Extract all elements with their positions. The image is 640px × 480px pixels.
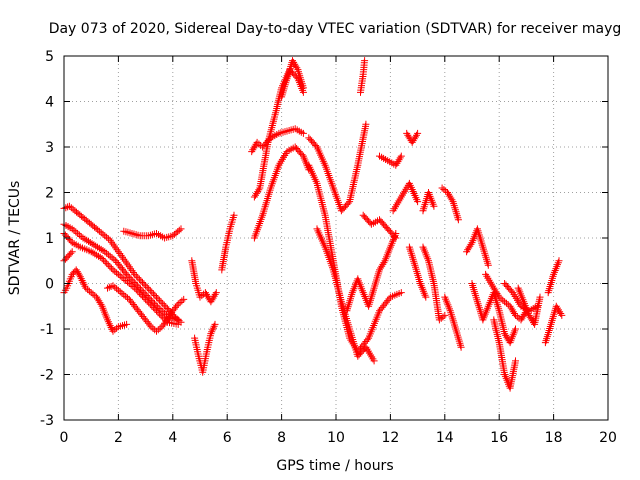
x-tick-label: 8 (277, 430, 286, 446)
x-tick-label: 2 (114, 430, 123, 446)
series-track-25 (419, 243, 449, 324)
series-track-34 (541, 302, 566, 347)
series-track-22 (403, 129, 422, 146)
y-tick-label: -2 (40, 368, 54, 384)
x-tick-label: 10 (327, 430, 345, 446)
series-track-31 (490, 316, 519, 392)
y-axis-label: SDTVAR / TECUs (7, 181, 23, 296)
y-tick-label: 0 (45, 277, 54, 293)
y-tick-label: -3 (40, 413, 54, 429)
series-track-5 (104, 282, 188, 335)
series-track-19 (359, 211, 400, 242)
series-track-4 (60, 266, 131, 335)
series-track-29 (468, 280, 519, 347)
series-track-35 (544, 257, 563, 297)
series-track-30 (482, 270, 530, 324)
y-tick-label: 1 (45, 231, 54, 247)
series-track-18 (343, 230, 400, 315)
series-track-27 (441, 293, 465, 351)
series-track-21 (389, 179, 422, 215)
series-track-24 (419, 189, 438, 215)
series-track-33 (514, 284, 544, 328)
y-tick-label: 4 (45, 95, 54, 111)
x-tick-label: 20 (599, 430, 617, 446)
grid-lines (64, 56, 608, 420)
data-series (60, 57, 566, 392)
series-track-17 (313, 225, 378, 365)
x-axis-label: GPS time / hours (276, 458, 393, 474)
series-track-20 (376, 152, 405, 169)
x-tick-label: 4 (168, 430, 177, 446)
series-track-26 (438, 184, 462, 224)
series-track-0 (60, 202, 185, 326)
y-tick-label: 5 (45, 49, 54, 65)
series-track-12 (278, 57, 307, 101)
x-tick-label: 12 (381, 430, 399, 446)
x-tick-label: 16 (490, 430, 508, 446)
x-tick-label: 14 (436, 430, 454, 446)
y-tick-label: 3 (45, 140, 54, 156)
x-tick-label: 0 (60, 430, 69, 446)
x-tick-label: 18 (545, 430, 563, 446)
series-track-8 (191, 320, 219, 376)
series-track-23 (405, 243, 430, 301)
series-track-28 (463, 225, 492, 269)
x-tick-label: 6 (223, 430, 232, 446)
series-track-6 (120, 225, 185, 242)
series-track-13 (250, 143, 313, 242)
series-track-9 (218, 211, 238, 274)
series-track-14 (305, 120, 370, 215)
series-track-15 (357, 57, 369, 96)
chart-title: Day 073 of 2020, Sidereal Day-to-day VTE… (49, 21, 622, 37)
series-track-3 (60, 248, 76, 265)
y-tick-label: 2 (45, 186, 54, 202)
series-track-7 (188, 257, 220, 306)
y-tick-label: -1 (40, 322, 54, 338)
